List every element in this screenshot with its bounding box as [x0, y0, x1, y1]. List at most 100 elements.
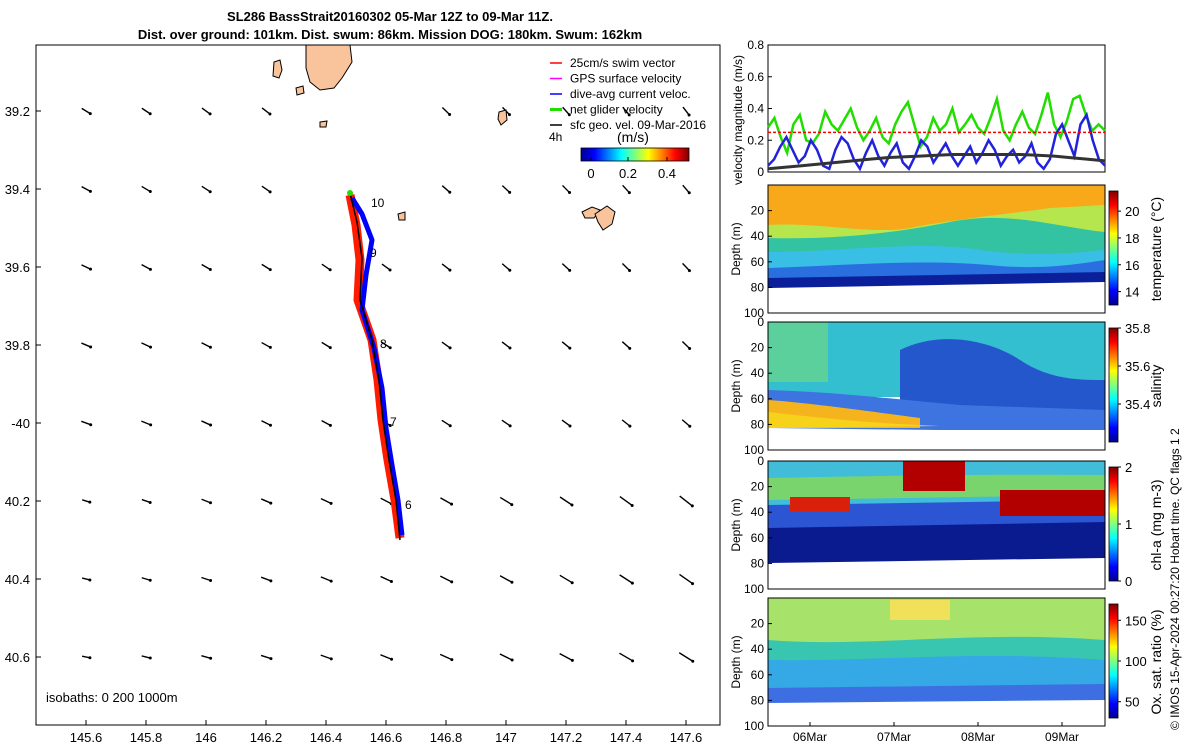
sfc-velocity-arrow: [380, 497, 392, 505]
islet-land-3: [319, 120, 328, 128]
sfc-velocity-arrow: [441, 185, 451, 193]
sfc-velocity-arrow: [321, 341, 331, 349]
sfc-velocity-arrow: [440, 497, 452, 505]
sfc-velocity-arrow: [261, 185, 271, 193]
map-y-tick-label: 39.2: [5, 104, 30, 119]
map-x-tick-label: 145.8: [130, 730, 163, 745]
figure-title-line2: Dist. over ground: 101km. Dist. swum: 86…: [137, 27, 643, 42]
sfc-velocity-arrow: [501, 341, 511, 349]
depth-tick-label: 80: [751, 693, 765, 707]
day-label: 6: [405, 498, 412, 512]
time-tick-label: 06Mar: [793, 730, 827, 744]
colorbar-label: Ox. sat. ratio (%): [1148, 609, 1164, 714]
depth-tick-label: 20: [751, 480, 765, 494]
sfc-velocity-arrow: [562, 106, 570, 116]
islet-land-7: [397, 211, 406, 221]
depth-tick-label: 60: [751, 531, 765, 545]
time-tick-label: 09Mar: [1045, 730, 1079, 744]
depth-tick-label: 0: [757, 315, 764, 329]
surface-velocity-arrows: [81, 106, 695, 663]
sfc-velocity-arrow: [619, 495, 633, 507]
depth-axis-label: Depth (m): [729, 359, 743, 412]
sfc-velocity-arrow: [321, 420, 331, 426]
depth-tick-label: 40: [751, 229, 765, 243]
sfc-velocity-arrow: [682, 262, 690, 272]
sfc-velocity-arrow: [141, 185, 151, 193]
depth-tick-label: 20: [751, 204, 765, 218]
legend-label: dive-avg current veloc.: [570, 87, 691, 101]
sfc-velocity-arrow: [622, 106, 630, 116]
map-x-tick-label: 146.8: [430, 730, 463, 745]
sfc-velocity-arrow: [499, 575, 513, 583]
velocity-y-ticks: 0 0.2 0.4 0.6 0.8: [747, 38, 772, 179]
sfc-velocity-arrow: [260, 576, 272, 582]
map-y-ticks: 39.2 39.4 39.6 39.8 -40 40.2 40.4 40.6: [5, 104, 41, 665]
sfc-velocity-arrow: [381, 263, 391, 271]
map-x-tick-label: 145.6: [70, 730, 103, 745]
colorbar-tick-label: 35.6: [1125, 359, 1150, 374]
sfc-velocity-arrow: [81, 107, 91, 115]
colorbar-tick-label: 0: [1125, 574, 1132, 589]
depth-tick-label: 0: [757, 454, 764, 468]
map-x-tick-label: 147.2: [550, 730, 583, 745]
figure-title-line1: SL286 BassStrait20160302 05-Mar 12Z to 0…: [227, 9, 553, 24]
legend-label: net glider velocity: [570, 103, 663, 117]
heatmap-colorbar: [1108, 466, 1119, 582]
sfc-velocity-arrow: [201, 498, 211, 504]
sfc-velocity-arrow: [499, 496, 513, 506]
velocity-series-line: [766, 92, 1106, 158]
map-x-tick-label: 146.4: [310, 730, 343, 745]
sfc-velocity-arrow: [681, 341, 691, 349]
islet-land-4: [497, 109, 508, 126]
depth-tick-label: 40: [751, 366, 765, 380]
salinity-panel: [767, 321, 1106, 451]
sfc-velocity-arrow: [201, 185, 211, 193]
sfc-velocity-arrow: [261, 263, 271, 271]
colorbar-tick-label: 50: [1125, 695, 1139, 710]
sfc-velocity-arrow: [201, 342, 211, 348]
sfc-velocity-arrow: [501, 263, 511, 271]
sfc-velocity-arrow: [561, 341, 571, 349]
sfc-velocity-arrow: [678, 652, 694, 662]
map-x-tick-label: 147.4: [610, 730, 643, 745]
sfc-velocity-arrow: [621, 262, 631, 272]
colorbar-tick-label: 35.8: [1125, 321, 1150, 336]
velocity-series-line: [767, 153, 1106, 171]
colorbar-tick-label: 18: [1125, 231, 1139, 246]
sfc-velocity-arrow: [559, 652, 573, 662]
colorbar-tick-label: 100: [1125, 654, 1147, 669]
sfc-velocity-arrow: [141, 420, 151, 426]
chla-panel: [767, 460, 1106, 590]
glider-track: [345, 190, 405, 541]
sfc-velocity-arrow: [81, 342, 91, 348]
speed-colorbar-ticks: 0 0.2 0.4: [587, 157, 676, 181]
speed-colorbar: [580, 147, 690, 162]
colorbar-label: chl-a (mg m-3): [1148, 479, 1164, 570]
legend-interval-label: 4h: [549, 130, 562, 144]
depth-axis-label: Depth (m): [729, 222, 743, 275]
sfc-velocity-arrow: [621, 419, 631, 427]
colorbar-tick-label: 20: [1125, 204, 1139, 219]
footer-credit: © IMOS 15-Apr-2024 00:27:20 Hobart time.…: [1168, 428, 1182, 730]
day-label: 9: [370, 246, 377, 260]
sfc-velocity-arrow: [320, 654, 332, 660]
king-island-land: [305, 44, 353, 91]
day-label: 7: [390, 415, 397, 429]
isobaths-label: isobaths: 0 200 1000m: [46, 690, 178, 705]
map-x-tick-label: 146.2: [250, 730, 283, 745]
sfc-velocity-arrow: [81, 185, 91, 193]
sfc-velocity-arrow: [380, 654, 392, 660]
sfc-velocity-arrow: [501, 185, 511, 193]
depth-axis-label: Depth (m): [729, 635, 743, 688]
sfc-velocity-arrow: [679, 573, 693, 585]
colorbar-label: temperature (°C): [1148, 197, 1164, 301]
colorbar-tick-label: 35.4: [1125, 397, 1150, 412]
sfc-velocity-arrow: [561, 419, 571, 427]
velocity-tick-label: 0.6: [747, 70, 764, 84]
depth-tick-label: 60: [751, 668, 765, 682]
velocity-tick-label: 0: [757, 165, 764, 179]
day-label: 10: [371, 196, 385, 210]
sfc-velocity-arrow: [561, 263, 571, 271]
time-tick-label: 07Mar: [877, 730, 911, 744]
